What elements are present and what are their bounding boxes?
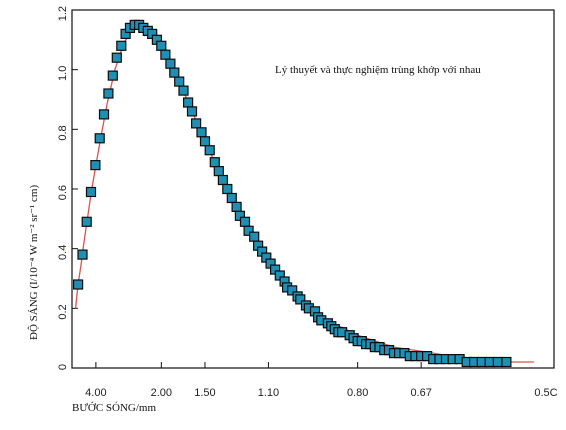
data-point: [213, 166, 224, 177]
data-point: [287, 285, 298, 296]
data-point: [103, 88, 114, 99]
data-point: [231, 201, 242, 212]
data-point: [178, 85, 189, 96]
data-point: [77, 249, 88, 260]
data-point: [501, 356, 512, 368]
data-point: [226, 192, 237, 204]
data-point: [116, 40, 127, 51]
data-point: [217, 174, 228, 186]
y-axis-title: ĐỘ SÁNG (I/10⁻⁴ W m⁻² sr⁻¹ cm): [28, 185, 40, 340]
x-tick-label: 2.00: [151, 387, 172, 399]
data-point: [222, 183, 233, 195]
data-point: [107, 70, 118, 81]
y-tick-label: 0.4: [57, 245, 69, 260]
data-point: [72, 279, 84, 290]
data-point: [295, 294, 306, 305]
data-point: [209, 157, 220, 168]
data-point: [199, 136, 211, 147]
y-tick-label: 0: [57, 364, 69, 370]
data-point: [156, 40, 167, 51]
data-point: [94, 133, 105, 144]
data-point: [183, 97, 194, 108]
x-axis-title: BƯỚC SÓNG/mm: [72, 402, 156, 414]
data-point: [85, 186, 97, 198]
data-point: [243, 225, 254, 236]
data-point: [492, 356, 503, 368]
x-tick-label: 4.00: [85, 387, 106, 399]
y-tick-label: 0.8: [57, 125, 69, 140]
annotation-text: Lý thuyết và thực nghiệm trùng khớp với …: [275, 64, 481, 76]
data-point: [169, 67, 180, 78]
data-point: [81, 216, 92, 227]
x-tick-label: 0.5C: [534, 387, 557, 399]
data-point: [165, 58, 176, 69]
y-tick-label: 1.0: [57, 66, 69, 81]
data-point: [191, 118, 202, 129]
data-point: [234, 210, 245, 221]
data-point: [186, 106, 198, 117]
x-tick-label: 0.67: [410, 387, 431, 399]
y-tick-label: 1.2: [57, 6, 69, 21]
x-tick-label: 0.80: [347, 387, 368, 399]
y-tick-label: 0.2: [57, 304, 69, 319]
x-tick-label: 1.10: [258, 387, 279, 399]
data-point: [111, 52, 122, 63]
data-point: [90, 160, 101, 171]
y-tick-label: 0.6: [57, 185, 69, 200]
data-point: [174, 76, 185, 87]
data-point: [98, 109, 110, 120]
tick-layer: 0 0.2 0.4 0.6 0.8 1.0 1.2 4.00 2.00 1.50 1.10 0.80 0…: [57, 6, 558, 399]
data-point: [204, 145, 215, 156]
x-tick-label: 1.50: [194, 387, 215, 399]
data-points: [72, 19, 512, 368]
data-point: [160, 49, 171, 60]
data-point: [239, 216, 251, 227]
data-point: [196, 127, 207, 138]
data-point: [249, 231, 260, 242]
